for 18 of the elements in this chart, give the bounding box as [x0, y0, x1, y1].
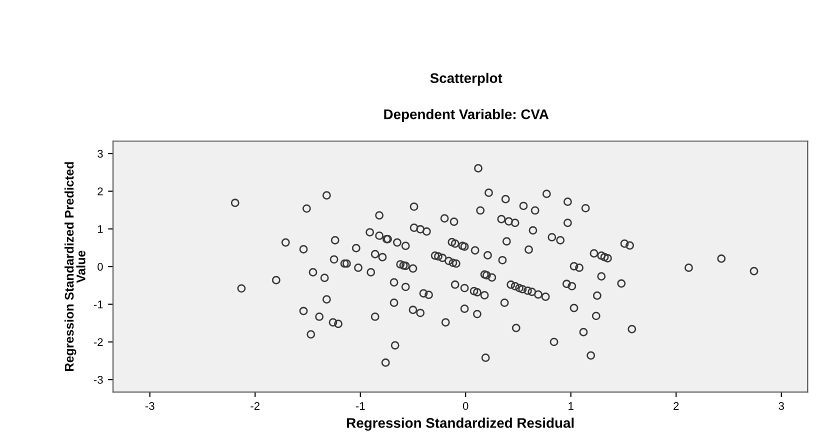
y-tick-label: 3 [98, 150, 103, 158]
x-tick-label: 0 [462, 402, 468, 410]
y-axis-title: Regression Standardized Predicted Value [64, 162, 86, 371]
x-tick-label: -3 [145, 402, 154, 410]
x-tick-label: 2 [674, 402, 679, 410]
y-tick-label: 0 [98, 262, 103, 271]
chart-subtitle: Dependent Variable: CVA [384, 109, 549, 122]
y-tick-label: -2 [94, 338, 103, 346]
x-tick-label: 3 [778, 402, 784, 410]
y-tick-label: 2 [98, 188, 103, 196]
chart-title: Scatterplot [430, 72, 502, 86]
x-axis-title: Regression Standardized Residual [347, 418, 574, 431]
y-tick-label: -3 [94, 376, 103, 384]
y-tick-label: -1 [94, 300, 103, 308]
y-tick-label: 1 [98, 225, 103, 233]
x-tick-label: -1 [356, 402, 365, 410]
x-tick-label: 1 [568, 402, 574, 410]
x-tick-label: -2 [250, 402, 260, 410]
